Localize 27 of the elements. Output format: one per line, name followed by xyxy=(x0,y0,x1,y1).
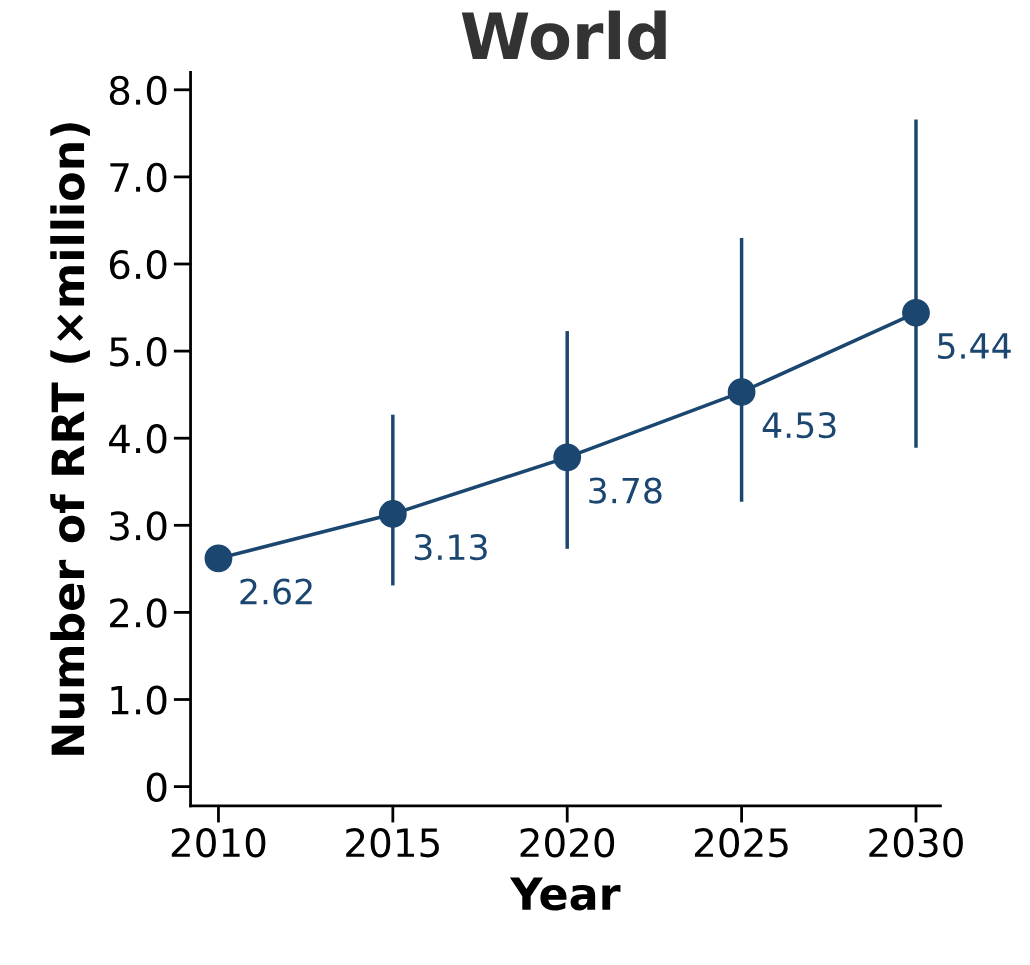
data-label: 2.62 xyxy=(240,578,312,605)
chart-title: World xyxy=(461,10,666,60)
x-tick-label: 2020 xyxy=(520,827,615,858)
x-tick-label: 2015 xyxy=(346,827,439,858)
data-label: 5.44 xyxy=(938,333,1011,360)
data-label: 3.78 xyxy=(589,477,662,504)
point xyxy=(902,298,930,327)
x-tick-label: 2030 xyxy=(869,827,963,858)
y-tick-label: 0 xyxy=(146,772,167,802)
y-tick-label: 6.0 xyxy=(109,249,167,280)
y-tick-label: 7.0 xyxy=(110,162,167,193)
y-tick-label: 8.0 xyxy=(109,75,167,106)
data-label: 3.13 xyxy=(414,534,487,561)
y-tick-label: 2.0 xyxy=(110,598,167,628)
y-tick-label: 1.0 xyxy=(111,685,167,715)
point xyxy=(727,378,756,406)
point xyxy=(553,443,582,472)
y-tick-label: 4.0 xyxy=(109,424,167,454)
point xyxy=(204,544,233,573)
y-tick-label: 3.0 xyxy=(110,511,167,541)
x-tick-label: 2025 xyxy=(694,827,788,858)
y-axis-title: Number of RRT (×million) xyxy=(50,123,90,755)
point xyxy=(378,500,407,528)
y-tick-label: 5.0 xyxy=(110,337,167,367)
x-tick-label: 2010 xyxy=(171,827,266,858)
x-axis-title: Year xyxy=(509,877,621,911)
data-label: 4.53 xyxy=(762,412,836,439)
